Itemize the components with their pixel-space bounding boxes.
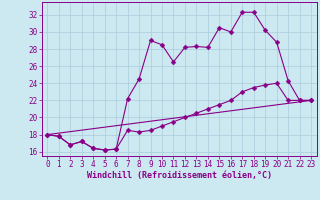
X-axis label: Windchill (Refroidissement éolien,°C): Windchill (Refroidissement éolien,°C): [87, 171, 272, 180]
